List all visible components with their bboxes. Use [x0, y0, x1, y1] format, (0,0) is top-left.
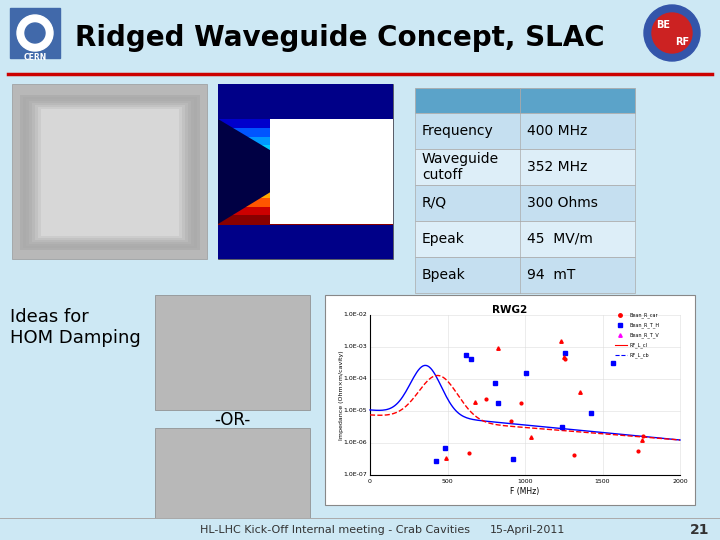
FancyBboxPatch shape [155, 428, 310, 518]
FancyBboxPatch shape [218, 172, 393, 181]
Text: 1500: 1500 [595, 479, 611, 484]
FancyBboxPatch shape [23, 97, 197, 248]
FancyBboxPatch shape [41, 109, 179, 236]
Text: R/Q: R/Q [422, 196, 447, 210]
Circle shape [644, 5, 700, 61]
Text: Ridged Waveguide Concept, SLAC: Ridged Waveguide Concept, SLAC [75, 24, 605, 52]
FancyBboxPatch shape [218, 145, 393, 154]
Text: BE: BE [656, 20, 670, 30]
Text: 1000: 1000 [517, 479, 533, 484]
FancyBboxPatch shape [218, 137, 393, 146]
FancyBboxPatch shape [218, 206, 393, 216]
Text: F (MHz): F (MHz) [510, 487, 539, 496]
Text: 2000: 2000 [672, 479, 688, 484]
Polygon shape [218, 119, 305, 224]
FancyBboxPatch shape [218, 84, 393, 119]
Text: 400 MHz: 400 MHz [527, 124, 588, 138]
FancyBboxPatch shape [218, 180, 393, 190]
Text: Bean_R_T_V: Bean_R_T_V [630, 332, 660, 338]
FancyBboxPatch shape [35, 105, 185, 240]
FancyBboxPatch shape [29, 101, 191, 244]
FancyBboxPatch shape [218, 163, 393, 172]
Text: Bpeak: Bpeak [422, 268, 466, 282]
Text: 21: 21 [690, 523, 710, 537]
Text: 300 Ohms: 300 Ohms [527, 196, 598, 210]
Text: 1.0E-03: 1.0E-03 [343, 345, 367, 349]
FancyBboxPatch shape [640, 5, 710, 65]
FancyBboxPatch shape [415, 185, 635, 221]
Circle shape [17, 15, 53, 51]
Text: -OR-: -OR- [214, 411, 250, 429]
FancyBboxPatch shape [218, 189, 393, 198]
Text: 1.0E-07: 1.0E-07 [343, 472, 367, 477]
FancyBboxPatch shape [26, 99, 194, 246]
FancyBboxPatch shape [415, 221, 635, 257]
Text: 500: 500 [441, 479, 454, 484]
Circle shape [25, 23, 45, 43]
FancyBboxPatch shape [20, 95, 200, 250]
Text: Bean_R_car: Bean_R_car [630, 312, 659, 318]
Text: HL-LHC Kick-Off Internal meeting - Crab Cavities: HL-LHC Kick-Off Internal meeting - Crab … [200, 525, 470, 535]
Text: 94  mT: 94 mT [527, 268, 575, 282]
FancyBboxPatch shape [415, 149, 635, 185]
Text: 0: 0 [368, 479, 372, 484]
FancyBboxPatch shape [218, 84, 393, 259]
FancyBboxPatch shape [38, 107, 182, 238]
FancyBboxPatch shape [32, 103, 188, 242]
Text: 45  MV/m: 45 MV/m [527, 232, 593, 246]
Text: 1.0E-02: 1.0E-02 [343, 313, 367, 318]
Text: Waveguide
cutoff: Waveguide cutoff [422, 152, 499, 182]
FancyBboxPatch shape [10, 8, 60, 58]
FancyBboxPatch shape [415, 88, 635, 113]
Text: Ideas for
HOM Damping: Ideas for HOM Damping [10, 308, 140, 347]
Text: Frequency: Frequency [422, 124, 494, 138]
FancyBboxPatch shape [155, 295, 310, 410]
FancyBboxPatch shape [415, 113, 635, 149]
Text: RF_L_cb: RF_L_cb [630, 352, 649, 358]
Circle shape [652, 13, 692, 53]
Polygon shape [305, 119, 393, 224]
FancyBboxPatch shape [218, 198, 393, 207]
Text: 15-April-2011: 15-April-2011 [490, 525, 565, 535]
FancyBboxPatch shape [0, 0, 720, 72]
Text: Impedance (Ohm×m/cavity): Impedance (Ohm×m/cavity) [340, 350, 344, 440]
Text: RWG2: RWG2 [492, 305, 528, 315]
FancyBboxPatch shape [218, 224, 393, 259]
FancyBboxPatch shape [415, 257, 635, 293]
Text: 1.0E-04: 1.0E-04 [343, 376, 367, 381]
Text: Epeak: Epeak [422, 232, 465, 246]
Text: Bean_R_T_H: Bean_R_T_H [630, 322, 660, 328]
Text: RF_L_cl: RF_L_cl [630, 342, 648, 348]
FancyBboxPatch shape [218, 215, 393, 225]
Polygon shape [270, 119, 393, 224]
Text: 1.0E-05: 1.0E-05 [343, 408, 367, 414]
FancyBboxPatch shape [218, 154, 393, 163]
FancyBboxPatch shape [218, 119, 393, 128]
FancyBboxPatch shape [325, 295, 695, 505]
FancyBboxPatch shape [218, 128, 393, 137]
Text: 352 MHz: 352 MHz [527, 160, 588, 174]
FancyBboxPatch shape [12, 84, 207, 259]
Text: CERN: CERN [23, 52, 47, 62]
Text: 1.0E-06: 1.0E-06 [343, 441, 367, 446]
Text: RF: RF [675, 37, 689, 47]
